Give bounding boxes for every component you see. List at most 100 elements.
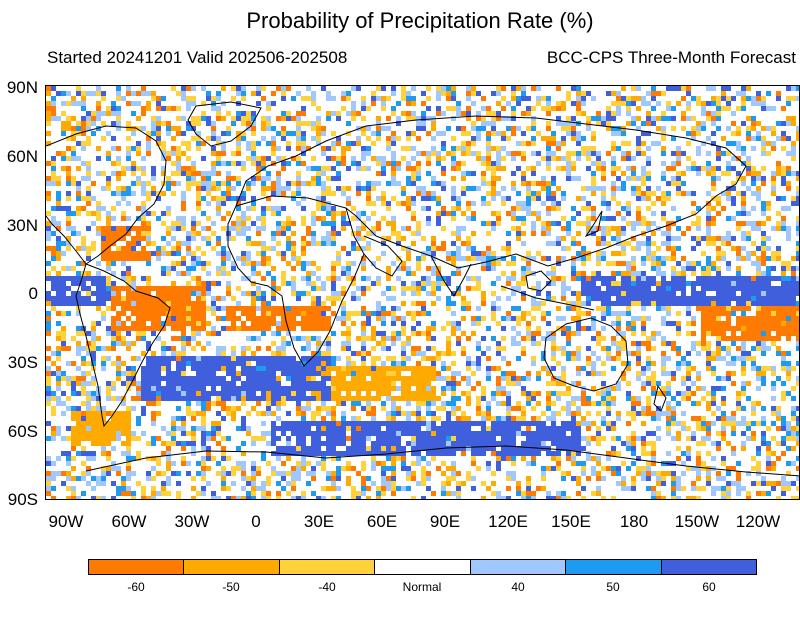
cell-minus40 bbox=[376, 86, 381, 91]
cell-50 bbox=[441, 146, 446, 151]
cell-50 bbox=[221, 316, 226, 321]
cell-60 bbox=[691, 281, 696, 286]
cell-minus60 bbox=[196, 171, 201, 176]
cell-minus40 bbox=[346, 276, 351, 281]
cell-60 bbox=[186, 336, 191, 341]
cell-40 bbox=[391, 316, 396, 321]
cell-minus40 bbox=[581, 186, 586, 191]
cell-minus50 bbox=[181, 256, 186, 261]
cell-60 bbox=[186, 386, 191, 391]
cell-60 bbox=[286, 386, 291, 391]
cell-minus50 bbox=[436, 211, 441, 216]
cell-40 bbox=[181, 191, 186, 196]
cell-minus60 bbox=[116, 326, 121, 331]
cell-minus60 bbox=[481, 171, 486, 176]
cell-60 bbox=[276, 366, 281, 371]
cell-minus40 bbox=[736, 106, 741, 111]
cell-50 bbox=[201, 406, 206, 411]
cell-60 bbox=[281, 356, 286, 361]
cell-minus40 bbox=[311, 101, 316, 106]
cell-minus40 bbox=[191, 346, 196, 351]
cell-60 bbox=[176, 366, 181, 371]
cell-minus50 bbox=[96, 146, 101, 151]
cell-40 bbox=[706, 136, 711, 141]
cell-minus40 bbox=[136, 146, 141, 151]
cell-50 bbox=[571, 266, 576, 271]
cell-minus40 bbox=[476, 401, 481, 406]
cell-minus40 bbox=[141, 171, 146, 176]
cell-60 bbox=[61, 341, 66, 346]
cell-40 bbox=[726, 196, 731, 201]
cell-60 bbox=[446, 281, 451, 286]
cell-minus60 bbox=[586, 356, 591, 361]
cell-minus50 bbox=[341, 381, 346, 386]
cell-50 bbox=[406, 176, 411, 181]
cell-minus40 bbox=[501, 246, 506, 251]
cell-50 bbox=[571, 241, 576, 246]
cell-40 bbox=[101, 111, 106, 116]
cell-minus60 bbox=[176, 301, 181, 306]
cell-60 bbox=[731, 186, 736, 191]
cell-minus40 bbox=[706, 206, 711, 211]
cell-60 bbox=[726, 301, 731, 306]
cell-minus50 bbox=[451, 256, 456, 261]
cell-minus60 bbox=[621, 156, 626, 161]
cell-50 bbox=[471, 186, 476, 191]
cell-40 bbox=[636, 221, 641, 226]
cell-60 bbox=[286, 116, 291, 121]
cell-minus60 bbox=[141, 286, 146, 291]
cell-60 bbox=[706, 301, 711, 306]
cell-60 bbox=[151, 366, 156, 371]
cell-60 bbox=[341, 271, 346, 276]
cell-60 bbox=[251, 196, 256, 201]
cell-minus40 bbox=[61, 331, 66, 336]
cell-60 bbox=[216, 281, 221, 286]
cell-50 bbox=[621, 186, 626, 191]
cell-60 bbox=[796, 256, 799, 261]
cell-minus40 bbox=[221, 226, 226, 231]
cell-minus50 bbox=[66, 126, 71, 131]
cell-40 bbox=[246, 141, 251, 146]
cell-minus40 bbox=[551, 356, 556, 361]
cell-minus60 bbox=[196, 306, 201, 311]
cell-60 bbox=[516, 166, 521, 171]
cell-minus50 bbox=[341, 146, 346, 151]
cell-minus40 bbox=[186, 316, 191, 321]
cell-40 bbox=[241, 161, 246, 166]
cell-minus40 bbox=[111, 361, 116, 366]
cell-60 bbox=[196, 381, 201, 386]
cell-minus50 bbox=[446, 366, 451, 371]
cell-40 bbox=[361, 101, 366, 106]
cell-minus50 bbox=[606, 126, 611, 131]
cell-minus60 bbox=[266, 196, 271, 201]
cell-60 bbox=[781, 121, 786, 126]
cell-50 bbox=[186, 126, 191, 131]
cell-60 bbox=[186, 396, 191, 401]
cell-minus60 bbox=[706, 326, 711, 331]
cell-minus60 bbox=[516, 151, 521, 156]
cell-minus40 bbox=[126, 371, 131, 376]
cell-40 bbox=[516, 286, 521, 291]
cell-minus40 bbox=[491, 131, 496, 136]
cell-40 bbox=[736, 141, 741, 146]
cell-60 bbox=[556, 116, 561, 121]
cell-60 bbox=[151, 391, 156, 396]
cell-minus50 bbox=[576, 296, 581, 301]
cell-60 bbox=[261, 381, 266, 386]
cell-50 bbox=[71, 406, 76, 411]
cell-40 bbox=[311, 216, 316, 221]
cell-minus60 bbox=[281, 321, 286, 326]
cell-minus40 bbox=[201, 101, 206, 106]
cell-60 bbox=[141, 366, 146, 371]
cell-50 bbox=[626, 361, 631, 366]
cell-40 bbox=[446, 251, 451, 256]
cell-50 bbox=[616, 321, 621, 326]
cell-minus60 bbox=[556, 86, 561, 91]
cell-minus60 bbox=[551, 191, 556, 196]
cell-40 bbox=[56, 116, 61, 121]
cell-50 bbox=[306, 276, 311, 281]
cell-minus40 bbox=[346, 316, 351, 321]
cell-minus60 bbox=[501, 86, 506, 91]
cell-minus60 bbox=[291, 221, 296, 226]
cell-minus40 bbox=[251, 141, 256, 146]
